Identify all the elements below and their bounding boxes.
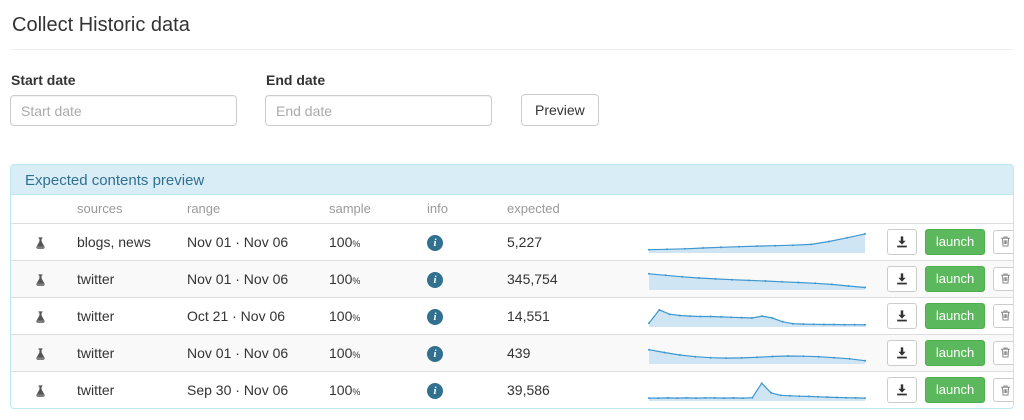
end-date-input[interactable] bbox=[265, 95, 492, 126]
download-button[interactable] bbox=[887, 302, 917, 329]
percent-unit: % bbox=[352, 275, 361, 286]
panel-title: Expected contents preview bbox=[11, 165, 1013, 195]
flask-icon bbox=[34, 344, 47, 360]
launch-button[interactable]: launch bbox=[924, 339, 986, 366]
end-date-label: End date bbox=[266, 72, 326, 88]
row-range: Oct 21 · Nov 06 bbox=[187, 307, 286, 324]
sparkline-chart bbox=[648, 348, 866, 364]
info-icon[interactable]: i bbox=[427, 234, 443, 251]
row-range: Nov 01 · Nov 06 bbox=[187, 344, 289, 361]
row-sample: 100% bbox=[329, 233, 361, 250]
download-button[interactable] bbox=[887, 376, 917, 403]
sparkline-chart bbox=[648, 232, 866, 253]
flask-icon bbox=[34, 233, 47, 249]
col-header-range: range bbox=[187, 201, 221, 217]
col-header-expected: expected bbox=[507, 201, 560, 217]
page: Collect Historic data Start date End dat… bbox=[10, 14, 1014, 409]
percent-unit: % bbox=[352, 386, 361, 397]
sparkline-chart bbox=[648, 308, 866, 327]
row-range: Sep 30 · Nov 06 bbox=[187, 381, 289, 398]
row-sample: 100% bbox=[329, 344, 361, 361]
row-range: Nov 01 · Nov 06 bbox=[187, 233, 289, 250]
page-title: Collect Historic data bbox=[12, 14, 190, 36]
launch-button[interactable]: launch bbox=[924, 376, 986, 403]
percent-unit: % bbox=[352, 238, 361, 249]
table-row: twitter Sep 30 · Nov 06 100% i 39,586 la… bbox=[11, 371, 1013, 408]
flask-icon bbox=[34, 270, 47, 286]
row-sources: twitter bbox=[77, 270, 115, 287]
row-range: Nov 01 · Nov 06 bbox=[187, 270, 289, 287]
info-icon[interactable]: i bbox=[427, 382, 443, 399]
col-header-actions bbox=[879, 195, 1013, 223]
start-date-input[interactable] bbox=[10, 95, 237, 126]
title-divider bbox=[10, 49, 1014, 50]
percent-unit: % bbox=[352, 312, 361, 323]
row-expected: 439 bbox=[507, 344, 531, 361]
row-expected: 5,227 bbox=[507, 233, 543, 250]
date-form: Start date End date Preview bbox=[10, 72, 1014, 126]
percent-unit: % bbox=[352, 349, 361, 360]
row-sources: blogs, news bbox=[77, 233, 151, 250]
row-expected: 39,586 bbox=[507, 381, 550, 398]
table-header-row: sources range sample info expected bbox=[11, 195, 1013, 223]
download-button[interactable] bbox=[887, 228, 917, 255]
start-date-label: Start date bbox=[11, 72, 76, 88]
start-date-group: Start date bbox=[10, 72, 237, 126]
info-icon[interactable]: i bbox=[427, 308, 443, 325]
row-expected: 14,551 bbox=[507, 307, 550, 324]
info-icon[interactable]: i bbox=[427, 345, 443, 362]
row-sources: twitter bbox=[77, 381, 115, 398]
flask-icon bbox=[34, 382, 47, 398]
col-header-sources: sources bbox=[77, 201, 123, 217]
launch-button[interactable]: launch bbox=[924, 228, 986, 255]
col-header-icon bbox=[11, 195, 69, 223]
row-expected: 345,754 bbox=[507, 270, 558, 287]
row-sources: twitter bbox=[77, 307, 115, 324]
sparkline-chart bbox=[648, 272, 866, 290]
row-sample: 100% bbox=[329, 381, 361, 398]
sparkline-chart bbox=[648, 382, 866, 401]
preview-button[interactable]: Preview bbox=[521, 94, 599, 126]
delete-button[interactable] bbox=[993, 266, 1013, 291]
end-date-group: End date bbox=[265, 72, 492, 126]
flask-icon bbox=[34, 307, 47, 323]
launch-button[interactable]: launch bbox=[924, 302, 986, 329]
row-sample: 100% bbox=[329, 307, 361, 324]
col-header-spark bbox=[639, 195, 879, 223]
col-header-sample: sample bbox=[329, 201, 371, 217]
preview-table: sources range sample info expected blogs… bbox=[11, 195, 1013, 408]
delete-button[interactable] bbox=[993, 303, 1013, 328]
launch-button[interactable]: launch bbox=[924, 265, 986, 292]
table-row: twitter Oct 21 · Nov 06 100% i 14,551 la… bbox=[11, 297, 1013, 334]
row-sources: twitter bbox=[77, 344, 115, 361]
table-row: twitter Nov 01 · Nov 06 100% i 439 launc… bbox=[11, 334, 1013, 371]
delete-button[interactable] bbox=[993, 229, 1013, 254]
download-button[interactable] bbox=[887, 339, 917, 366]
table-row: blogs, news Nov 01 · Nov 06 100% i 5,227… bbox=[11, 223, 1013, 260]
delete-button[interactable] bbox=[993, 377, 1013, 402]
row-sample: 100% bbox=[329, 270, 361, 287]
col-header-info: info bbox=[427, 201, 448, 217]
expected-contents-panel: Expected contents preview sources range … bbox=[10, 164, 1014, 409]
info-icon[interactable]: i bbox=[427, 271, 443, 288]
table-row: twitter Nov 01 · Nov 06 100% i 345,754 l… bbox=[11, 260, 1013, 297]
delete-button[interactable] bbox=[993, 340, 1013, 365]
download-button[interactable] bbox=[887, 265, 917, 292]
